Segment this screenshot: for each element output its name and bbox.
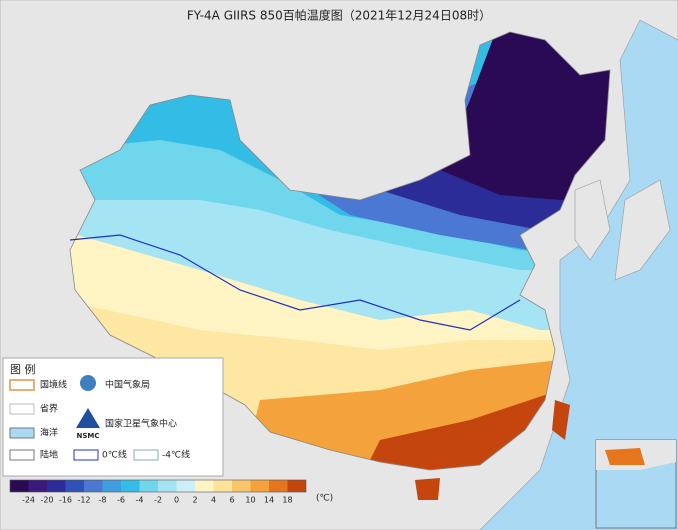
- korea: [574, 179, 611, 261]
- colorbar-segment: [28, 480, 47, 492]
- legend-item: 省界: [40, 403, 58, 415]
- colorbar-label: 2: [192, 496, 197, 505]
- colorbar-segment: [269, 480, 288, 492]
- taiwan: [552, 400, 570, 440]
- colorbar-frame: [9, 479, 307, 493]
- border: [69, 31, 611, 471]
- japan: [614, 179, 671, 281]
- colorbar-segment: [84, 480, 103, 492]
- colorbar-segment: [158, 480, 177, 492]
- legend-item: 陆地: [40, 449, 58, 461]
- colorbar-segment: [250, 480, 269, 492]
- colorbar-label: 0: [174, 496, 179, 505]
- colorbar-segment: [176, 480, 195, 492]
- colorbar-segment: [213, 480, 232, 492]
- title: FY-4A GIIRS 850百帕温度图（2021年12月24日08时）: [187, 8, 491, 23]
- zero-contour: [69, 234, 521, 331]
- nsmc-logo: [76, 408, 100, 428]
- colorbar-label: -8: [99, 496, 107, 505]
- legend-heading: 图 例: [10, 362, 36, 376]
- colorbar-label: -24: [22, 496, 35, 505]
- legend-swatch: [9, 403, 35, 415]
- colorbar-segment: [102, 480, 121, 492]
- colorbar-label: 4: [211, 496, 216, 505]
- colorbar-unit: (℃): [316, 494, 333, 504]
- colorbar-label: -20: [40, 496, 53, 505]
- colorbar-label: -2: [154, 496, 162, 505]
- logo-text: NSMC: [76, 432, 99, 440]
- legend-swatch: [9, 427, 35, 439]
- colorbar-label: -16: [59, 496, 72, 505]
- legend-item: -4℃线: [162, 449, 190, 461]
- colorbar-segment: [47, 480, 66, 492]
- legend-swatch: [73, 449, 99, 461]
- colorbar-segment: [139, 480, 158, 492]
- colorbar-label: 10: [245, 496, 255, 505]
- colorbar-segment: [121, 480, 140, 492]
- colorbar-label: 18: [282, 496, 292, 505]
- colorbar-segment: [287, 480, 306, 492]
- colorbar-label: 14: [264, 496, 274, 505]
- inset-land: [605, 448, 645, 465]
- colorbar-segment: [232, 480, 251, 492]
- colorbar-label: -4: [136, 496, 144, 505]
- legend-swatch: [133, 449, 159, 461]
- colorbar-segment: [10, 480, 29, 492]
- colorbar-segment: [65, 480, 84, 492]
- colorbar-label: -6: [117, 496, 125, 505]
- legend-box: [2, 357, 224, 477]
- colorbar-segment: [195, 480, 214, 492]
- agency: 中国气象局: [105, 379, 150, 391]
- legend-item: 海洋: [40, 427, 58, 439]
- colorbar-label: 6: [229, 496, 234, 505]
- hainan: [415, 478, 440, 500]
- cma-logo: [80, 375, 96, 391]
- legend-swatch: [9, 449, 35, 461]
- legend-item: 国境线: [40, 379, 67, 391]
- colorbar: -24 -20 -16 -12 -8 -6 -4 -2 0 2 4 6 10 14 18 (℃): [9, 479, 333, 505]
- legend-item: 0℃线: [102, 449, 127, 461]
- colorbar-label: -12: [77, 496, 90, 505]
- agency: 国家卫星气象中心: [105, 418, 177, 430]
- legend-swatch: [9, 379, 35, 391]
